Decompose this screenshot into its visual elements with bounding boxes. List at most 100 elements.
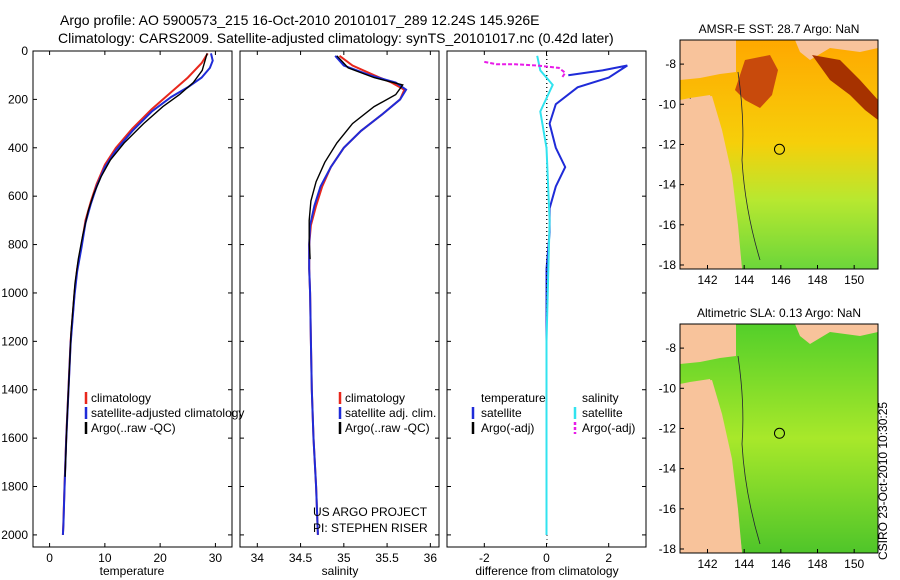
salinity-xlabel: salinity	[322, 564, 359, 578]
sla-map-ticks: 142 144 146 148 150 -8 -10 -12 -14 -16 -18	[659, 341, 865, 571]
sst-png-coast	[795, 40, 878, 60]
series-satellite-adjusted-climatology	[61, 53, 214, 535]
temperature-ticks: 0 10 20 30 0 200 400 600 800 1000 1200 1400 1600 1800…	[1, 44, 232, 565]
sst-map-frame	[679, 39, 879, 270]
map-x-tick-label: 150	[844, 273, 864, 287]
y-tick-label: 200	[8, 92, 28, 106]
sla-north-land	[680, 324, 734, 362]
sst-map-ticks: 142 144 146 148 150 -8 -10 -12 -14 -16 -18	[659, 57, 865, 287]
map-y-tick-label: -10	[659, 97, 677, 111]
sla-map-field	[680, 324, 878, 553]
legend-label-temp-argo: Argo(-adj)	[481, 421, 534, 435]
sst-north-land	[680, 40, 734, 78]
x-tick-label: 36	[424, 551, 438, 565]
series-argo-raw-qc	[64, 53, 208, 477]
map-x-tick-label: 144	[734, 557, 754, 571]
x-tick-label: 34	[251, 551, 265, 565]
legend-label-climatology: climatology	[345, 391, 405, 405]
map-y-tick-label: -8	[665, 57, 676, 71]
map-x-tick-label: 148	[807, 557, 827, 571]
map-x-tick-label: 150	[844, 557, 864, 571]
map-x-tick-label: 146	[771, 273, 791, 287]
map-x-tick-label: 142	[697, 557, 717, 571]
sst-argo-marker	[773, 143, 785, 155]
legend-label-satellite: satellite adj. clim.	[345, 406, 436, 420]
x-tick-label: 35.5	[375, 551, 399, 565]
map-y-tick-label: -16	[659, 502, 677, 516]
series-salinity-argo-adj	[484, 60, 567, 79]
salinity-lines	[308, 54, 408, 535]
legend-label-temp-satellite: satellite	[481, 406, 522, 420]
sla-map-panel: Altimetric SLA: 0.13 Argo: NaN 142 144 146…	[659, 306, 879, 571]
y-tick-label: 1400	[1, 383, 28, 397]
salinity-panel: 34 34.5 35 35.5 36 salinity climatology sate…	[239, 50, 440, 578]
project-annotation: US ARGO PROJECT	[313, 505, 428, 519]
series-salinity-satellite	[536, 55, 554, 535]
map-y-tick-label: -14	[659, 178, 677, 192]
legend-label-satellite: satellite-adjusted climatology	[91, 406, 244, 420]
y-tick-label: 2000	[1, 528, 28, 542]
salinity-ticks: 34 34.5 35 35.5 36	[240, 50, 439, 565]
y-tick-label: 400	[8, 141, 28, 155]
x-tick-label: -2	[479, 551, 490, 565]
x-tick-label: 2	[605, 551, 612, 565]
legend-label-climatology: climatology	[91, 391, 151, 405]
map-x-tick-label: 142	[697, 273, 717, 287]
sst-warm-patch	[735, 55, 778, 108]
map-x-tick-label: 148	[807, 273, 827, 287]
sla-map-title: Altimetric SLA: 0.13 Argo: NaN	[697, 306, 861, 320]
salinity-axes-box	[239, 50, 440, 548]
figure-title-line1: Argo profile: AO 5900573_215 16-Oct-2010…	[60, 12, 540, 28]
sst-hot-band	[812, 55, 878, 120]
series-satellite-adj-clim	[308, 55, 408, 535]
timestamp-side-label: CSIRO 23-Oct-2010 10:30:25	[876, 401, 890, 560]
temperature-legend: climatology satellite-adjusted climatolo…	[84, 391, 244, 435]
sla-png-coast	[795, 324, 878, 344]
map-y-tick-label: -12	[659, 421, 677, 435]
figure-title-line2: Climatology: CARS2009. Satellite-adjuste…	[58, 30, 614, 46]
difference-panel: -2 0 2 difference from climatology tempera…	[446, 50, 647, 578]
y-tick-label: 1600	[1, 431, 28, 445]
sla-cape-york	[680, 380, 742, 553]
y-tick-label: 600	[8, 189, 28, 203]
map-y-tick-label: -10	[659, 381, 677, 395]
series-temperature-satellite	[545, 64, 628, 535]
legend-title-temperature: temperature	[481, 391, 546, 405]
series-argo-raw-qc	[308, 55, 404, 260]
y-tick-label: 800	[8, 238, 28, 252]
salinity-legend: climatology satellite adj. clim. Argo(..…	[338, 391, 436, 435]
sla-argo-marker	[773, 427, 785, 439]
y-tick-label: 0	[21, 44, 28, 58]
temperature-panel: 0 10 20 30 0 200 400 600 800 1000 1200 1400 1600 1800…	[1, 44, 244, 578]
y-tick-label: 1000	[1, 286, 28, 300]
legend-label-argo: Argo(..raw -QC)	[345, 421, 430, 435]
map-y-tick-label: -12	[659, 137, 677, 151]
x-tick-label: 20	[153, 551, 167, 565]
temperature-xlabel: temperature	[100, 564, 165, 578]
legend-label-sal-argo: Argo(-adj)	[582, 421, 635, 435]
map-x-tick-label: 144	[734, 273, 754, 287]
legend-label-argo: Argo(..raw -QC)	[91, 421, 176, 435]
map-y-tick-label: -8	[665, 341, 676, 355]
pi-annotation: PI: STEPHEN RISER	[313, 521, 428, 535]
series-climatology	[308, 54, 406, 535]
map-y-tick-label: -14	[659, 462, 677, 476]
temperature-lines	[61, 52, 214, 535]
x-tick-label: 30	[209, 551, 223, 565]
map-x-tick-label: 146	[771, 557, 791, 571]
sla-map-frame	[679, 323, 879, 554]
sst-map-panel: AMSR-E SST: 28.7 Argo: NaN 142 144 146 148 1…	[659, 22, 879, 287]
x-tick-label: 34.5	[289, 551, 313, 565]
difference-legend: temperature satellite Argo(-adj) salinit…	[471, 391, 635, 435]
y-tick-label: 1800	[1, 480, 28, 494]
legend-title-salinity: salinity	[582, 391, 619, 405]
sst-cape-york	[680, 96, 742, 269]
x-tick-label: 0	[46, 551, 53, 565]
y-tick-label: 1200	[1, 334, 28, 348]
sla-coastline	[737, 355, 761, 545]
difference-ticks: -2 0 2	[447, 50, 646, 565]
difference-xlabel: difference from climatology	[475, 564, 618, 578]
difference-lines	[484, 51, 628, 535]
x-tick-label: 0	[543, 551, 550, 565]
